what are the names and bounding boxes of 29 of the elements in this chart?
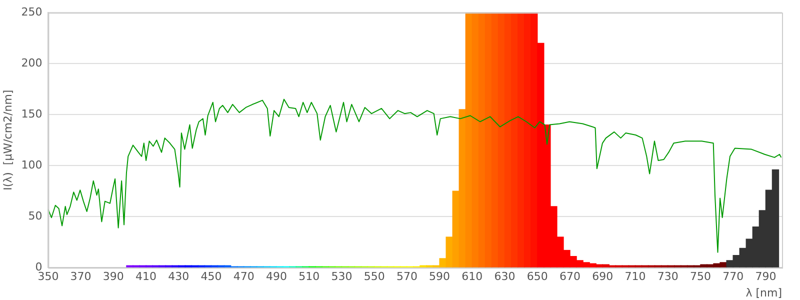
x-tick-label: 530 [331,270,352,284]
x-tick-label: 590 [429,270,450,284]
x-tick-label: 690 [592,270,614,284]
x-tick-label: 670 [560,270,581,284]
x-tick-label: 730 [657,270,678,284]
y-tick-label: 250 [21,5,42,18]
x-tick-label: 450 [200,270,222,284]
x-tick-label: 490 [266,270,287,284]
y-tick-label: 50 [28,209,42,222]
x-tick-label: 650 [526,270,548,284]
x-tick-label: 410 [136,270,157,284]
x-tick-label: 610 [462,270,483,284]
x-tick-label: 370 [70,270,92,284]
y-tick-label: 200 [21,56,42,70]
y-axis-title: I(λ) [µW/cm2/nm] [1,90,14,190]
y-tick-label: 100 [21,158,42,172]
x-tick-label: 430 [168,270,190,284]
x-axis-title: λ [nm] [746,286,782,300]
y-tick-label: 150 [21,107,42,120]
x-tick-label: 750 [690,270,711,284]
x-tick-label: 550 [364,270,385,284]
x-tick-label: 390 [102,270,124,284]
x-tick-label: 510 [298,270,320,284]
x-tick-label: 710 [624,270,646,284]
x-tick-label: 770 [722,270,744,284]
x-tick-label: 630 [494,270,516,284]
x-tick-label: 790 [755,270,776,284]
x-tick-label: 570 [396,270,418,284]
x-tick-label: 470 [233,270,254,284]
